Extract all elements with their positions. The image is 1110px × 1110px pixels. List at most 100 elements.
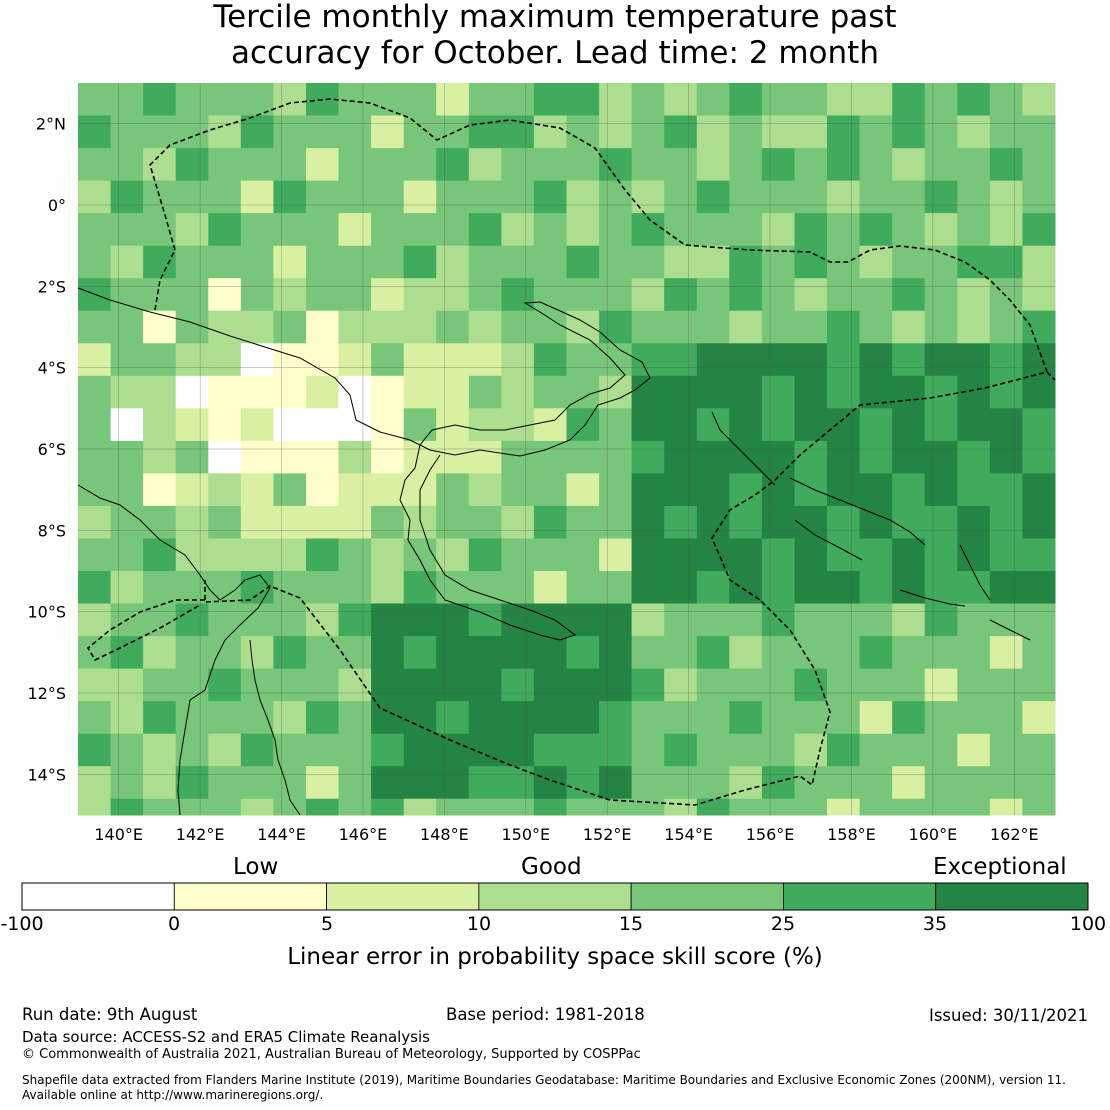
skill-cell [957,603,991,637]
skill-cell [78,343,112,377]
skill-cell [273,148,307,182]
skill-cell [827,180,861,214]
skill-cell [143,213,177,247]
skill-cell [436,603,470,637]
skill-cell [599,571,633,604]
skill-cell [533,733,567,767]
skill-cell [794,733,828,767]
skill-cell [566,733,600,767]
skill-cell [664,408,698,442]
skill-cell [729,473,763,507]
skill-cell [338,473,372,507]
skill-cell [403,668,437,702]
skill-cell [240,310,274,344]
skill-cell [566,473,600,507]
skill-cell [338,213,372,247]
skill-cell [143,148,177,182]
skill-cell [957,733,991,767]
skill-cell [143,83,177,116]
skill-cell [599,798,633,816]
skill-cell [371,148,405,182]
skill-cell [892,213,926,247]
skill-cell [1022,408,1056,442]
colorbar-tick: 10 [466,913,492,935]
skill-cell [599,538,633,572]
skill-cell [403,343,437,377]
latitude-label: 14°S [27,765,66,784]
colorbar-category-low: Low [233,854,279,880]
skill-cell [240,148,274,182]
skill-cell [240,733,274,767]
skill-cell [403,603,437,637]
skill-cell [1022,245,1056,279]
skill-cell [110,213,144,247]
skill-cell [892,636,926,670]
skill-cell [761,505,795,539]
skill-cell [436,668,470,702]
skill-cell [371,766,405,800]
skill-cell [924,115,958,149]
skill-cell [957,636,991,670]
skill-cell [1022,668,1056,702]
solomons-eez-boundary [1046,371,1056,381]
skill-cell [208,440,242,474]
skill-cell [403,766,437,800]
skill-cell [78,213,112,247]
skill-cell [729,603,763,637]
colorbar-segment [326,882,480,911]
skill-cell [859,245,893,279]
skill-cell [338,636,372,670]
skill-cell [664,245,698,279]
skill-cell [501,571,535,604]
skill-cell [143,408,177,442]
skill-cell [566,571,600,604]
colorbar-segment [478,882,632,911]
skill-cell [761,213,795,247]
skill-cell [1022,733,1056,767]
solomons-coast-1 [789,477,926,546]
skill-cell [110,343,144,377]
skill-cell [957,115,991,149]
skill-cell [468,245,502,279]
skill-cell [859,180,893,214]
skill-cell [566,148,600,182]
skill-cell [664,213,698,247]
skill-cell [989,343,1023,377]
skill-cell [273,245,307,279]
skill-cell [729,636,763,670]
skill-cell [306,798,340,816]
skill-cell [1022,278,1056,312]
skill-cell [436,538,470,572]
skill-cell [599,245,633,279]
skill-cell [957,701,991,735]
skill-cell [208,278,242,312]
skill-cell [696,473,730,507]
colorbar-segment [630,882,784,911]
skill-cell [371,343,405,377]
skill-cell [696,505,730,539]
skill-cell [371,213,405,247]
skill-cell [240,668,274,702]
skill-cell [175,278,209,312]
skill-cell [892,668,926,702]
skill-cell [403,148,437,182]
skill-cell [533,505,567,539]
skill-cell [957,505,991,539]
skill-cell [110,375,144,409]
skill-cell [78,440,112,474]
skill-cell [143,766,177,800]
skill-cell [403,278,437,312]
skill-cell [827,701,861,735]
skill-cell [306,766,340,800]
longitude-label: 140°E [94,825,143,844]
skill-cell [599,83,633,116]
skill-cell [892,180,926,214]
skill-cell [175,668,209,702]
skill-cell [240,245,274,279]
skill-cell [110,538,144,572]
skill-cell [1022,603,1056,637]
skill-cell [664,440,698,474]
skill-cell [957,766,991,800]
skill-cell [78,603,112,637]
